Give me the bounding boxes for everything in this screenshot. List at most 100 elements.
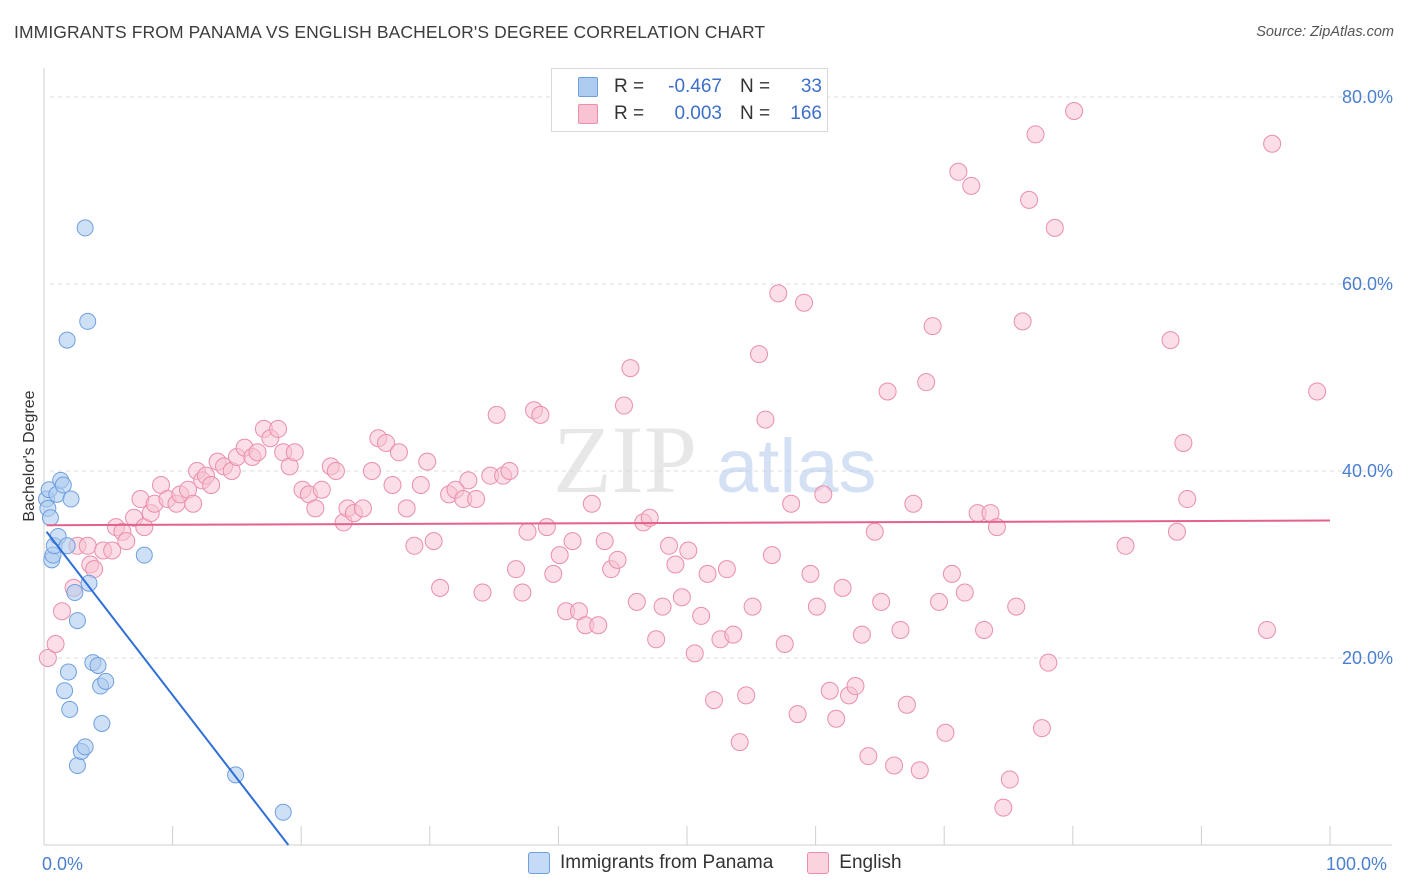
trend-lines: [45, 519, 1331, 846]
legend-row-panama: R = -0.467 N = 33: [578, 75, 822, 99]
panama-point: [80, 574, 98, 592]
english-point: [431, 578, 450, 597]
english-point: [269, 419, 288, 438]
english-point: [782, 494, 801, 513]
english-point: [1032, 719, 1051, 738]
chart-title: IMMIGRANTS FROM PANAMA VS ENGLISH BACHEL…: [14, 22, 766, 42]
source-credit: Source: ZipAtlas.com: [1256, 24, 1394, 40]
english-point: [872, 592, 891, 611]
english-point: [659, 536, 678, 555]
english-point: [627, 592, 646, 611]
english-point: [1263, 134, 1282, 153]
panama-trend-line: [45, 531, 290, 846]
english-point: [418, 452, 437, 471]
panama-point: [68, 757, 86, 775]
english-point: [705, 691, 724, 710]
legend-item-panama[interactable]: Immigrants from Panama: [528, 852, 773, 874]
series-legend: Immigrants from Panama English: [528, 852, 936, 874]
english-point: [891, 620, 910, 639]
english-point: [666, 555, 685, 574]
english-point: [640, 508, 659, 527]
english-point: [326, 462, 345, 480]
english-point: [459, 471, 478, 490]
english-point: [306, 499, 325, 518]
english-point: [383, 476, 402, 495]
panama-swatch: [578, 77, 598, 97]
english-point: [698, 564, 717, 583]
english-point: [962, 176, 981, 195]
english-point: [53, 602, 72, 621]
english-point: [936, 723, 955, 742]
english-point: [563, 532, 582, 551]
english-point: [473, 583, 492, 602]
english-point: [717, 560, 736, 579]
english-point: [814, 485, 833, 504]
legend-english-label: English: [839, 852, 902, 873]
panama-point: [76, 219, 94, 237]
english-point: [737, 686, 756, 705]
english-point: [467, 490, 486, 509]
english-point: [531, 405, 550, 424]
english-point: [653, 597, 672, 616]
panama-point: [56, 682, 74, 700]
english-point: [692, 606, 711, 625]
english-point: [852, 625, 871, 644]
english-point: [1308, 382, 1327, 401]
y-tick-label: 60.0%: [1342, 274, 1393, 294]
english-n-value: 166: [790, 103, 822, 124]
english-point: [820, 681, 839, 700]
english-point: [975, 620, 994, 639]
english-point: [1257, 620, 1276, 639]
english-point: [537, 518, 556, 537]
english-point: [103, 541, 122, 560]
english-point: [411, 476, 430, 495]
english-point: [518, 522, 537, 541]
y-tick-labels: 20.0% 40.0% 60.0% 80.0%: [1342, 87, 1393, 668]
english-point: [949, 162, 968, 181]
english-point: [487, 405, 506, 424]
english-point: [377, 433, 396, 452]
english-point: [910, 761, 929, 780]
english-point: [987, 518, 1006, 537]
english-point: [897, 695, 916, 714]
english-point: [878, 382, 897, 401]
panama-point: [274, 803, 292, 821]
panama-point: [61, 700, 79, 718]
legend-item-english[interactable]: English: [807, 852, 902, 874]
english-point: [730, 733, 749, 752]
panama-n-label: N =: [740, 76, 771, 97]
english-point: [500, 462, 519, 480]
english-point: [762, 546, 781, 565]
english-point: [647, 630, 666, 649]
panama-point: [79, 312, 97, 330]
english-point: [1167, 522, 1186, 541]
legend-english-swatch: [807, 852, 830, 874]
english-point: [672, 588, 691, 607]
english-point: [582, 494, 601, 513]
panama-n-value: 33: [800, 76, 822, 97]
panama-point: [89, 656, 107, 674]
english-point: [1161, 331, 1180, 350]
english-point: [506, 560, 525, 579]
english-point: [724, 625, 743, 644]
english-point: [285, 443, 304, 462]
english-point: [389, 443, 408, 462]
english-point: [865, 522, 884, 541]
panama-point: [62, 490, 80, 508]
english-point: [202, 476, 221, 495]
english-point: [1020, 190, 1039, 209]
legend-panama-label: Immigrants from Panama: [560, 852, 774, 873]
panama-point: [68, 612, 86, 630]
english-point: [807, 597, 826, 616]
panama-point: [54, 476, 72, 494]
english-point: [994, 798, 1013, 817]
english-point: [775, 634, 794, 653]
english-point: [904, 494, 923, 513]
panama-point: [66, 584, 84, 602]
english-point: [1000, 770, 1019, 789]
stats-legend: R = -0.467 N = 33 R = 0.003 N = 166: [551, 68, 828, 132]
english-point: [756, 410, 775, 429]
english-point: [424, 532, 443, 551]
english-point: [513, 583, 532, 602]
english-point: [1026, 125, 1045, 144]
